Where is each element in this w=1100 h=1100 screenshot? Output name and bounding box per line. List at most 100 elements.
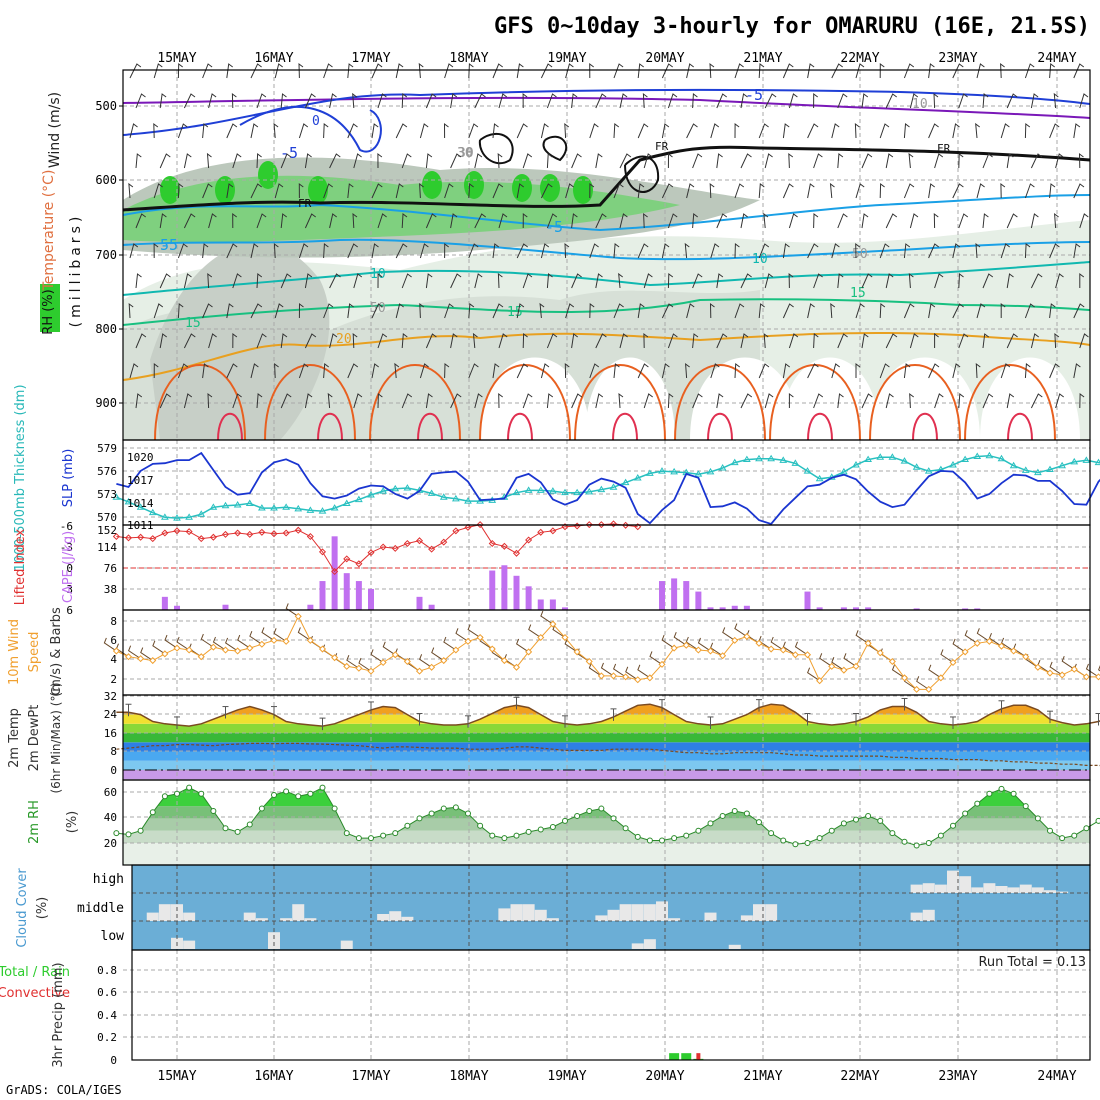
wind-barb-59: [819, 653, 833, 667]
upper-wind-barb-3-29: [837, 153, 844, 169]
wind-barb-41: [600, 662, 614, 677]
wind-point-63: [876, 649, 884, 657]
upper-wind-barb-10-27: [782, 363, 790, 379]
thickness-point-5: [173, 514, 181, 521]
rh-point-75: [1022, 803, 1029, 810]
upper-wind-barb-9-11: [401, 333, 408, 349]
wind-barb-57: [794, 641, 808, 656]
rh-point-36: [549, 824, 556, 831]
thickness-axis-titles: 1000-500mb Thickness (dm) SLP (mb): [13, 384, 76, 571]
cloud-cover-panel: high middle low: [77, 865, 1090, 950]
upper-wind-barb-7-11: [401, 273, 412, 289]
upper-wind-barb-3-10: [377, 152, 383, 169]
thickness-point-39: [585, 487, 594, 495]
upper-wind-barb-6-35: [975, 242, 981, 259]
wind-point-37: [561, 633, 569, 642]
rh-point-33: [513, 832, 520, 839]
upper-wind-barb-2-27: [782, 123, 790, 139]
upper-wind-barb-5-28: [813, 213, 819, 229]
chart-title: GFS 0~10day 3-hourly for OMARURU (16E, 2…: [494, 14, 1090, 39]
wind-point-53: [755, 639, 763, 647]
upper-wind-barb-9-20: [619, 333, 628, 349]
thick-ytick-label-3: 570: [97, 511, 117, 524]
wind-point-59: [828, 662, 836, 670]
upper-wind-barb-9-27: [788, 333, 799, 349]
upper-wind-barb-11-27: [788, 393, 794, 408]
upper-wind-barb-6-38: [1049, 243, 1060, 259]
upper-wind-barb-8-27: [782, 303, 794, 319]
upper-wind-barb-2-24: [710, 123, 720, 139]
upper-wind-barb-6-27: [782, 243, 790, 259]
rh-point-42: [622, 825, 629, 832]
upper-wind-barb-7-12: [425, 273, 433, 289]
upper-wind-barb-0-22: [661, 63, 673, 79]
upper-wind-barb-1-14: [474, 93, 486, 109]
upper-wind-barb-3-3: [206, 152, 212, 169]
contour-label-19: 50: [852, 247, 868, 262]
upper-wind-barb-9-26: [763, 332, 769, 349]
wind-point-21: [367, 667, 375, 675]
li-point-26: [428, 545, 436, 553]
wind-barb-38: [564, 638, 578, 653]
li-ytick-label-2: 0: [66, 562, 73, 575]
wind-point-12: [258, 640, 266, 648]
upper-wind-barb-9-3: [208, 333, 217, 349]
li-point-21: [367, 549, 375, 557]
rh-core-0: [160, 176, 180, 204]
date-bottom-3: 18MAY: [449, 1069, 488, 1084]
upper-wind-barb-2-35: [975, 122, 980, 139]
upper-wind-barb-5-21: [643, 212, 648, 229]
contour-30-dome-1: [317, 412, 343, 441]
upper-wind-barb-10-18: [564, 362, 570, 379]
upper-wind-barb-2-14: [468, 123, 479, 139]
upper-wind-barb-9-4: [232, 333, 238, 349]
upper-wind-barb-2-9: [347, 123, 358, 139]
upper-wind-barb-0-32: [903, 63, 915, 79]
cape-ytick-label-0: 152: [97, 524, 117, 537]
cloud-low-bar-6: [183, 940, 196, 949]
rh-point-51: [731, 808, 738, 815]
cloud-middle-bar-49: [704, 912, 717, 921]
upper-wind-barb-9-10: [377, 333, 388, 349]
upper-ytick-label-3: 800: [95, 322, 117, 336]
rh-dry-dome-1: [585, 357, 675, 440]
cloud-middle-bar-4: [158, 904, 171, 921]
upper-wind-barb-3-19: [595, 153, 603, 169]
cape-bar-51: [731, 605, 738, 610]
wind-point-22: [379, 658, 387, 667]
upper-wind-barb-11-24: [716, 393, 724, 409]
cape-bar-37: [562, 607, 568, 610]
upper-wind-barb-8-10: [371, 303, 383, 319]
upper-wind-barb-11-18: [571, 393, 583, 409]
upper-wind-barb-0-12: [418, 62, 424, 79]
cape-bar-50: [719, 607, 726, 610]
cloud-level-label-2: low: [101, 929, 125, 944]
date-labels-bottom: 15MAY 16MAY 17MAY 18MAY 19MAY 20MAY 21MAY 22MAY…: [157, 1069, 1076, 1084]
cape-bar-5: [174, 605, 180, 610]
wind-point-30: [476, 633, 484, 642]
upper-wind-barb-5-38: [1054, 212, 1059, 229]
li-point-11: [246, 530, 254, 538]
thickness-point-74: [1009, 461, 1018, 469]
thickness-point-22: [379, 487, 388, 494]
wind-barb-79: [1061, 656, 1075, 670]
cape-bar-34: [525, 586, 532, 610]
upper-wind-barb-8-26: [758, 303, 765, 319]
thickness-point-58: [815, 474, 824, 482]
cape-bar-26: [428, 604, 435, 610]
thickness-point-12: [257, 504, 266, 511]
rh-point-29: [465, 810, 471, 817]
wind-point-16: [306, 636, 314, 644]
dewpt-line: [116, 742, 1100, 767]
upper-wind-barb-4-28: [807, 183, 815, 199]
upper-wind-barb-9-34: [958, 333, 969, 349]
upper-wind-barb-4-37: [1024, 183, 1035, 199]
upper-wind-barb-1-33: [933, 92, 939, 109]
upper-ylabel-units: (millibars): [68, 213, 84, 328]
wind-barb-71: [964, 630, 978, 644]
upper-wind-barb-1-22: [667, 93, 678, 109]
upper-wind-barb-3-16: [522, 153, 533, 169]
upper-wind-barb-7-10: [377, 273, 383, 289]
date-bottom-5: 20MAY: [645, 1069, 684, 1084]
rh-point-80: [1083, 825, 1090, 832]
